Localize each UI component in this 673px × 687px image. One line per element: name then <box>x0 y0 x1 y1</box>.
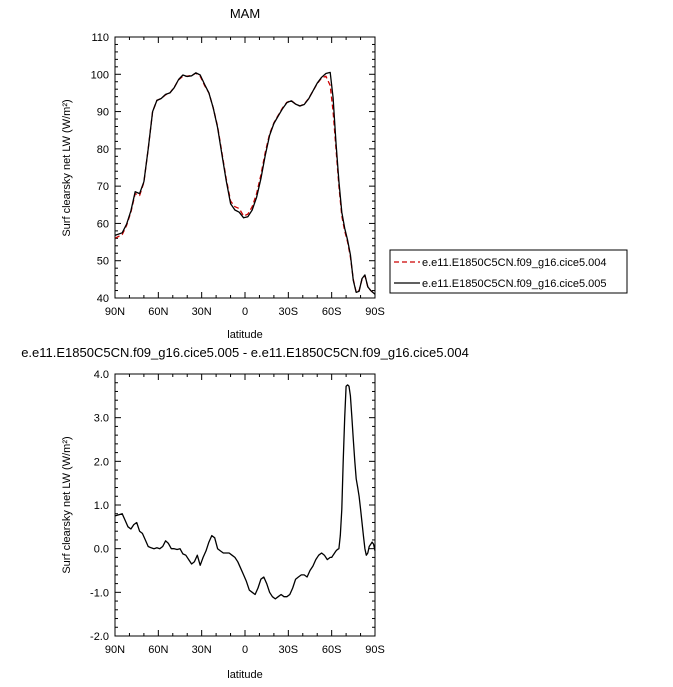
bottom-ytick-label: 0.0 <box>94 544 109 556</box>
bottom-ytick-label: 2.0 <box>94 456 109 468</box>
top-ytick-label: 60 <box>97 218 109 230</box>
bottom-xtick-label: 30N <box>192 644 212 656</box>
chart-top-marks: 90N 60N 30N 0 30S 60S 90S 40 50 60 70 80 90 100 110 <box>91 32 385 318</box>
top-xtick-label: 90S <box>365 306 385 318</box>
bottom-xtick-label: 0 <box>242 644 248 656</box>
bottom-ytick-label: -1.0 <box>90 587 109 599</box>
top-series-line-2 <box>114 71 376 295</box>
bottom-xtick-label: 60N <box>148 644 168 656</box>
chart-top-title: MAM <box>230 6 260 21</box>
top-ytick-label: 70 <box>97 181 109 193</box>
chart-bottom-plot-frame <box>114 373 376 637</box>
top-xtick-label: 30S <box>279 306 299 318</box>
legend-frame <box>389 249 628 294</box>
chart-bottom-ylabel: Surf clearsky net LW (W/m²) <box>61 436 73 573</box>
top-ytick-label: 80 <box>97 144 109 156</box>
chart-bottom-title: e.e11.E1850C5CN.f09_g16.cice5.005 - e.e1… <box>21 345 469 360</box>
chart-top-legend: e.e11.E1850C5CN.f09_g16.cice5.004 e.e11.… <box>389 249 628 294</box>
bottom-ytick-label: -2.0 <box>90 631 109 643</box>
legend-label-series-2: e.e11.E1850C5CN.f09_g16.cice5.005 <box>422 278 607 290</box>
bottom-series-line-1 <box>114 384 376 600</box>
chart-bottom-panel: e.e11.E1850C5CN.f09_g16.cice5.005 - e.e1… <box>21 345 469 681</box>
top-ytick-label: 100 <box>91 69 109 81</box>
top-ytick-label: 50 <box>97 256 109 268</box>
top-ytick-label: 110 <box>91 32 109 44</box>
bottom-ytick-label: 3.0 <box>94 413 109 425</box>
top-xtick-label: 30N <box>192 306 212 318</box>
bottom-xtick-label: 30S <box>279 644 299 656</box>
top-xtick-label: 60N <box>148 306 168 318</box>
bottom-ytick-label: 4.0 <box>94 369 109 381</box>
legend-label-series-1: e.e11.E1850C5CN.f09_g16.cice5.004 <box>422 257 607 269</box>
chart-top-xlabel: latitude <box>227 329 262 341</box>
chart-bottom-xlabel: latitude <box>227 669 262 681</box>
chart-top-panel: MAM Surf clearsky net LW (W/m²) latitude… <box>61 6 628 341</box>
top-xtick-label: 60S <box>322 306 342 318</box>
chart-top-plot-frame <box>114 36 376 299</box>
bottom-ytick-label: 1.0 <box>94 500 109 512</box>
bottom-xtick-label: 60S <box>322 644 342 656</box>
top-ytick-label: 90 <box>97 107 109 119</box>
top-xtick-label: 0 <box>242 306 248 318</box>
bottom-xtick-label: 90S <box>365 644 385 656</box>
top-xtick-label: 90N <box>105 306 125 318</box>
chart-top-ylabel: Surf clearsky net LW (W/m²) <box>61 99 73 236</box>
bottom-xtick-label: 90N <box>105 644 125 656</box>
top-ytick-label: 40 <box>97 293 109 305</box>
chart-bottom-marks: 90N 60N 30N 0 30S 60S 90S -2.0 -1.0 0.0 1.0 2.0 3.0 4… <box>90 369 385 656</box>
